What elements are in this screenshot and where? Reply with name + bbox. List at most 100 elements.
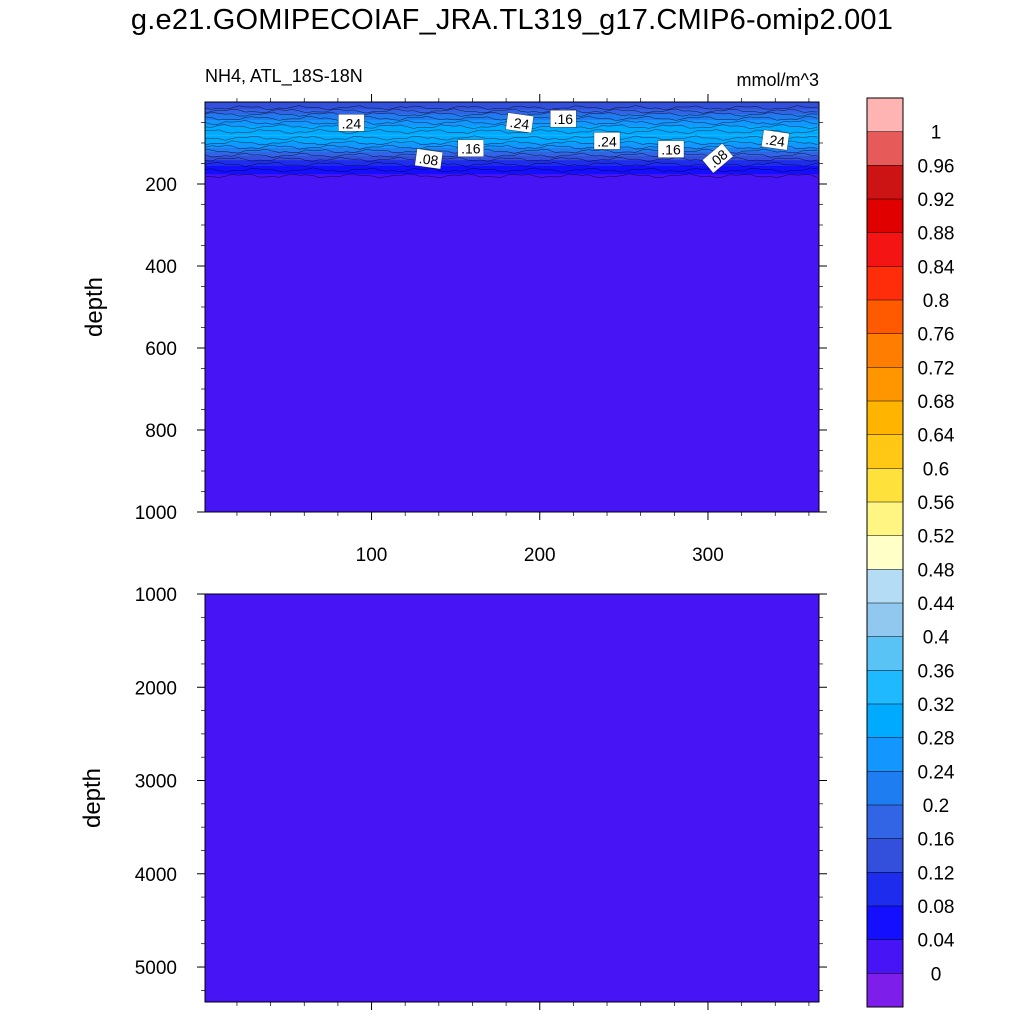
- colorbar-swatch: [867, 838, 903, 873]
- contour-label: .24: [761, 129, 790, 151]
- top-panel-band: [205, 151, 819, 153]
- bottom-panel: 1000 2000 3000 4000 5000 depth: [79, 585, 827, 1010]
- top-panel-band: [205, 165, 819, 168]
- top-panel-band: [205, 160, 819, 162]
- top-panel-band: [205, 178, 819, 180]
- y-tick-label: 5000: [135, 958, 177, 979]
- top-panel-band: [205, 147, 819, 149]
- colorbar-swatch: [867, 333, 903, 368]
- top-panel-band: [205, 143, 819, 146]
- top-panel-band: [205, 166, 819, 169]
- top-panel-band: [205, 102, 819, 104]
- top-panel-contour-labels: .24.24.16.24.24.16.16.08.08: [338, 110, 790, 174]
- top-panel-band: [205, 163, 819, 165]
- colorbar-swatch: [867, 468, 903, 503]
- colorbar-label: 0.24: [918, 762, 955, 783]
- top-panel-contour-line: [205, 135, 818, 141]
- y-tick-label: 800: [145, 421, 177, 442]
- top-panel-band: [205, 152, 819, 155]
- top-panel-contour-line: [205, 140, 818, 146]
- top-panel-band: [205, 175, 819, 178]
- colorbar-swatch: [867, 805, 903, 840]
- y-tick-label: 600: [145, 339, 177, 360]
- top-panel: NH4, ATL_18S-18N mmol/m^3 .24 .24 .16 .24 .2…: [81, 66, 827, 566]
- top-panel-fill: [205, 102, 819, 512]
- y-tick-label: 1000: [135, 585, 177, 606]
- colorbar-swatch: [867, 232, 903, 267]
- colorbar-label: 0.44: [918, 594, 955, 615]
- colorbar-label: 0.04: [918, 931, 955, 952]
- contour-label-text: .08: [418, 150, 440, 169]
- top-panel-band: [205, 162, 819, 165]
- colorbar: 1 0.96 0.92 0.88 0.84 0.8 0.76 0.72 0.68 0.64 0.6 0…: [866, 97, 955, 1008]
- top-panel-band: [205, 136, 819, 138]
- colorbar-label: 0.68: [918, 392, 955, 413]
- top-panel-band: [205, 104, 819, 106]
- contour-label: .16: [457, 139, 484, 157]
- contour-label-text: .16: [661, 142, 681, 158]
- top-panel-band: [205, 111, 819, 113]
- top-panel-band: [205, 106, 819, 109]
- top-panel-band: [205, 134, 819, 137]
- top-panel-band: [205, 111, 819, 114]
- colorbar-label: 0.96: [918, 156, 955, 177]
- top-panel-contour-line: [205, 144, 818, 150]
- top-panel-band: [205, 147, 819, 150]
- colorbar-label: 0.56: [918, 493, 955, 514]
- colorbar-label: 0: [931, 964, 942, 985]
- top-panel-band: [205, 130, 819, 133]
- colorbar-label: 0.48: [918, 560, 955, 581]
- top-panel-band: [205, 138, 819, 141]
- top-panel-band: [205, 167, 819, 170]
- colorbar-label: 0.4: [923, 628, 950, 649]
- y-tick-label: 400: [145, 257, 177, 278]
- top-panel-band: [205, 156, 819, 159]
- colorbar-label: 0.52: [918, 527, 955, 548]
- colorbar-swatch: [867, 199, 903, 234]
- colorbar-swatch: [867, 535, 903, 570]
- top-panel-contour-line: [205, 173, 818, 179]
- colorbar-swatch: [867, 670, 903, 705]
- colorbar-label: 0.8: [923, 291, 949, 312]
- colorbar-swatch: [867, 367, 903, 402]
- top-panel-band: [205, 172, 819, 174]
- top-panel-band: [205, 161, 819, 163]
- top-panel-band: [205, 174, 819, 177]
- colorbar-label: 0.2: [923, 796, 949, 817]
- top-panel-band: [205, 143, 819, 145]
- colorbar-swatch: [867, 704, 903, 739]
- contour-label-text: .24: [765, 131, 787, 150]
- top-panel-band: [205, 102, 819, 105]
- contour-label: .16: [550, 110, 577, 128]
- contour-label: .24: [338, 114, 365, 132]
- top-panel-band: [205, 103, 819, 106]
- y-tick-label: 3000: [135, 772, 177, 793]
- bottom-panel-frame: [204, 593, 820, 1003]
- colorbar-label: 0.84: [918, 257, 955, 278]
- top-panel-band: [205, 165, 819, 167]
- y-tick-label: 2000: [135, 678, 177, 699]
- top-panel-band: [205, 179, 819, 182]
- colorbar-swatch: [867, 906, 903, 941]
- top-panel-band: [205, 183, 819, 185]
- top-panel-band: [205, 161, 819, 164]
- colorbar-swatch: [867, 973, 903, 1008]
- x-tick-label: 300: [692, 545, 724, 566]
- top-panel-band: [205, 133, 819, 136]
- colorbar-label: 0.12: [918, 863, 955, 884]
- top-panel-band: [205, 153, 819, 156]
- bottom-panel-ticks: 1000 2000 3000 4000 5000: [135, 585, 827, 1010]
- top-panel-band: [205, 135, 819, 138]
- colorbar-label: 0.16: [918, 830, 955, 851]
- colorbar-label: 0.76: [918, 325, 955, 346]
- colorbar-label: 0.72: [918, 358, 955, 379]
- top-panel-ticks: 200 400 600 800 1000 100 200 300: [135, 94, 827, 566]
- top-panel-band: [205, 145, 819, 147]
- top-panel-band: [205, 173, 819, 175]
- colorbar-swatch: [867, 872, 903, 907]
- colorbar-swatch: [867, 737, 903, 772]
- top-panel-band: [205, 182, 819, 184]
- contour-label: .24: [593, 132, 621, 150]
- top-panel-band: [205, 138, 819, 140]
